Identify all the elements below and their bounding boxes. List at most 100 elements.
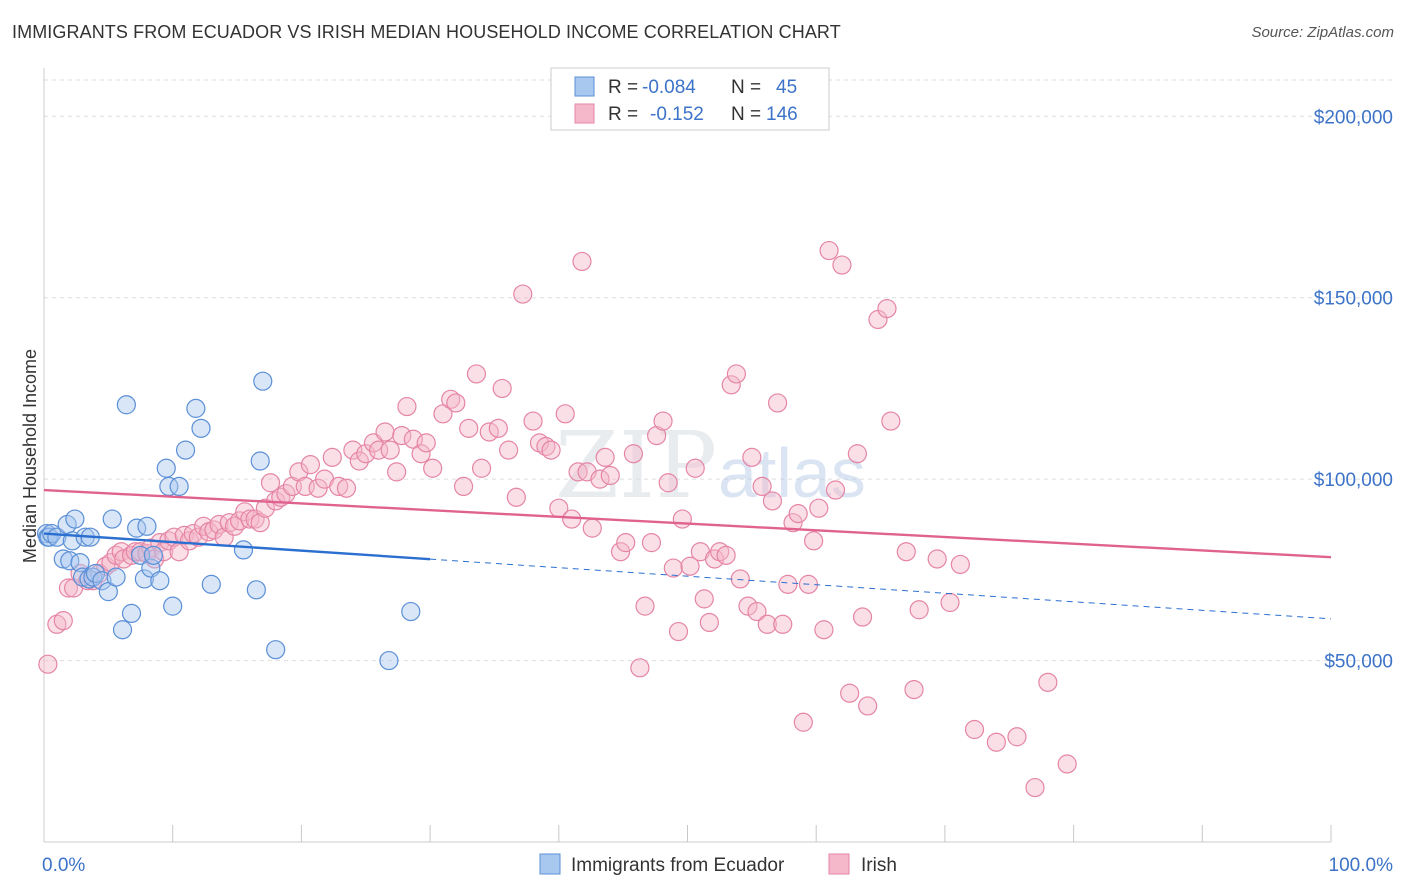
point-irish-141	[858, 696, 878, 716]
point-irish-150	[950, 554, 970, 575]
legend-n-value-ecuador: 45	[776, 77, 797, 98]
legend-r-value-ecuador: -0.084	[642, 77, 696, 98]
point-irish-151	[964, 719, 985, 740]
y-axis-title: Median Household Income	[20, 349, 40, 563]
point-irish-126	[773, 614, 793, 634]
point-irish-61	[380, 440, 400, 460]
point-irish-114	[710, 542, 730, 562]
point-irish-121	[747, 601, 767, 622]
point-irish-71	[446, 393, 466, 413]
point-irish-108	[680, 556, 700, 576]
point-ecuador-33	[163, 596, 183, 616]
point-irish-105	[663, 558, 683, 578]
legend-n-label-ecuador: N =	[731, 77, 761, 98]
point-irish-54	[336, 478, 357, 498]
point-irish-52	[322, 447, 342, 467]
point-irish-156	[1057, 754, 1077, 774]
point-irish-66	[411, 444, 431, 464]
point-ecuador-30	[150, 571, 170, 591]
point-irish-118	[730, 569, 750, 589]
point-irish-56	[349, 451, 369, 471]
point-ecuador-38	[201, 574, 221, 594]
point-irish-53	[329, 476, 349, 496]
point-irish-146	[904, 679, 924, 700]
point-irish-73	[459, 418, 479, 438]
point-ecuador-43	[266, 640, 286, 660]
point-irish-28	[188, 527, 209, 547]
point-irish-115	[716, 545, 736, 565]
point-ecuador-21	[112, 620, 133, 640]
point-irish-63	[392, 426, 412, 446]
legend-box	[550, 67, 830, 131]
trend-line-ecuador	[43, 532, 431, 561]
point-irish-3	[58, 578, 79, 598]
point-irish-128	[783, 513, 803, 533]
point-irish-138	[840, 683, 860, 703]
bottom-legend-swatch-irish	[828, 853, 850, 875]
point-irish-124	[762, 491, 783, 511]
data-points	[36, 240, 1077, 798]
point-irish-0	[38, 654, 58, 674]
point-irish-67	[416, 433, 436, 453]
point-irish-133	[809, 498, 829, 518]
point-irish-90	[572, 251, 592, 272]
point-irish-135	[819, 240, 839, 261]
point-ecuador-37	[191, 418, 211, 438]
y-tick-label-0: $50,000	[1324, 652, 1393, 673]
point-irish-12	[111, 542, 131, 562]
point-irish-132	[804, 531, 824, 551]
point-ecuador-40	[246, 580, 266, 600]
point-irish-98	[623, 444, 644, 464]
point-irish-129	[788, 504, 808, 524]
point-ecuador-19	[102, 509, 122, 529]
point-irish-101	[641, 533, 662, 553]
point-irish-104	[658, 473, 678, 493]
point-irish-93	[590, 469, 610, 489]
point-irish-123	[757, 614, 777, 634]
point-irish-82	[523, 411, 543, 431]
point-irish-153	[1007, 727, 1027, 747]
point-ecuador-41	[250, 451, 270, 471]
legend-r-label-ecuador: R =	[608, 77, 638, 98]
point-irish-78	[492, 378, 512, 399]
point-ecuador-39	[233, 540, 254, 560]
point-irish-41	[255, 498, 275, 518]
point-irish-94	[595, 447, 615, 467]
point-irish-103	[653, 411, 673, 431]
point-ecuador-17	[92, 571, 112, 591]
point-irish-49	[300, 455, 321, 475]
point-irish-40	[250, 513, 270, 533]
y-tick-label-2: $150,000	[1314, 289, 1393, 310]
point-irish-117	[726, 364, 747, 384]
point-irish-111	[694, 589, 714, 609]
point-irish-130	[793, 712, 813, 732]
point-irish-96	[610, 542, 631, 562]
point-irish-148	[927, 549, 947, 569]
chart-title: IMMIGRANTS FROM ECUADOR VS IRISH MEDIAN …	[12, 22, 841, 42]
x-tick-label-1: 100.0%	[1329, 855, 1394, 876]
bottom-legend-label-irish: Irish	[861, 855, 897, 876]
point-ecuador-20	[106, 567, 126, 587]
y-tick-label-1: $100,000	[1314, 470, 1393, 491]
point-irish-137	[832, 255, 852, 275]
point-irish-99	[630, 658, 650, 678]
legend-swatch-ecuador	[574, 76, 595, 97]
watermark-zip: ZIP	[555, 412, 717, 519]
point-irish-64	[397, 396, 417, 417]
point-irish-122	[752, 476, 772, 496]
trend-line-irish	[43, 488, 1332, 559]
point-irish-97	[616, 533, 636, 553]
point-irish-81	[513, 284, 533, 304]
watermark-atlas: atlas	[718, 434, 866, 512]
point-irish-75	[471, 458, 492, 478]
point-irish-134	[814, 620, 834, 640]
point-ecuador-34	[169, 476, 189, 496]
legend-r-label-irish: R =	[608, 104, 638, 125]
point-irish-95	[600, 465, 620, 486]
watermark: ZIP atlas	[555, 412, 866, 519]
legend-r-value-irish: -0.152	[650, 104, 704, 125]
point-irish-136	[825, 480, 846, 500]
point-ecuador-27	[137, 516, 157, 536]
legend-n-value-irish: 146	[766, 104, 798, 125]
